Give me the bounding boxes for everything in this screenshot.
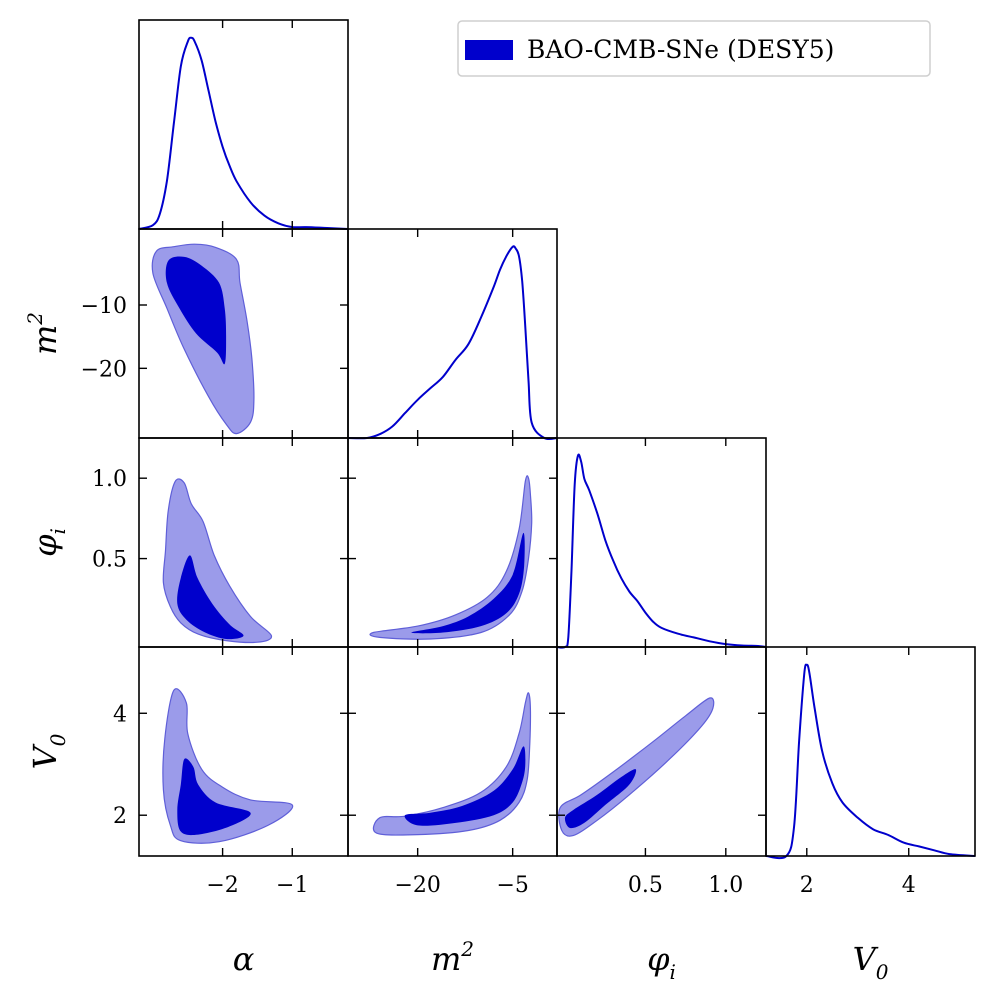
ytick-label-phi_i: 0.5 (92, 548, 127, 573)
ytick-label-phi_i: 1.0 (92, 467, 127, 492)
legend-box (457, 20, 931, 77)
xtick-label-m2: −5 (496, 873, 528, 898)
ytick-label-m2: −20 (81, 357, 127, 382)
label-layer: −2 −1 −20 −5 0.5 1.0 2 4 −10 −20 1.0 0.5 4 2 α m2 φi V0 m2… (23, 294, 916, 984)
marginal-phi_i (556, 453, 767, 649)
yaxis-label-phi_i: φi (26, 528, 70, 557)
xtick-label-alpha: −2 (206, 873, 238, 898)
legend-label: BAO-CMB-SNe (DESY5) (527, 35, 834, 64)
legend: BAO-CMB-SNe (DESY5) (457, 20, 931, 77)
contour-95-phi_m2 (369, 475, 533, 640)
contour-68-V0_phi (564, 769, 637, 829)
contour-68-V0_alpha (177, 758, 251, 836)
panel-V0-V0 (765, 646, 976, 857)
marginal-V0 (765, 663, 976, 860)
marginal-layer (138, 36, 976, 860)
legend-swatch (465, 40, 513, 60)
yaxis-label-V0: V0 (26, 733, 70, 769)
marginal-alpha (138, 36, 349, 230)
contour-layer (151, 243, 715, 844)
contour-68-V0_m2 (404, 746, 526, 826)
contour-68-phi_alpha (177, 555, 244, 640)
xaxis-label-alpha: α (233, 940, 255, 978)
yaxis-label-m2: m2 (23, 312, 64, 355)
marginal-m2 (347, 245, 558, 441)
ytick-label-V0: 2 (113, 804, 127, 829)
ytick-label-V0: 4 (113, 702, 127, 727)
contour-68-phi_m2 (411, 532, 525, 634)
xtick-label-phi_i: 1.0 (708, 873, 743, 898)
tick-layer (139, 20, 910, 856)
xtick-label-V0: 2 (800, 873, 814, 898)
ytick-label-m2: −10 (81, 294, 127, 319)
xaxis-label-phi_i: φi (647, 940, 676, 984)
xtick-label-alpha: −1 (276, 873, 308, 898)
panel-phi_i-phi_i (556, 437, 767, 648)
xaxis-label-V0: V0 (853, 940, 889, 984)
xtick-label-m2: −20 (394, 873, 440, 898)
panel-frame-layer (138, 19, 976, 857)
xaxis-label-m2: m2 (431, 937, 474, 978)
xtick-label-phi_i: 0.5 (628, 873, 663, 898)
contour-68-m2_alpha (165, 256, 227, 365)
panel-alpha-alpha (138, 19, 349, 230)
xtick-label-V0: 4 (902, 873, 916, 898)
